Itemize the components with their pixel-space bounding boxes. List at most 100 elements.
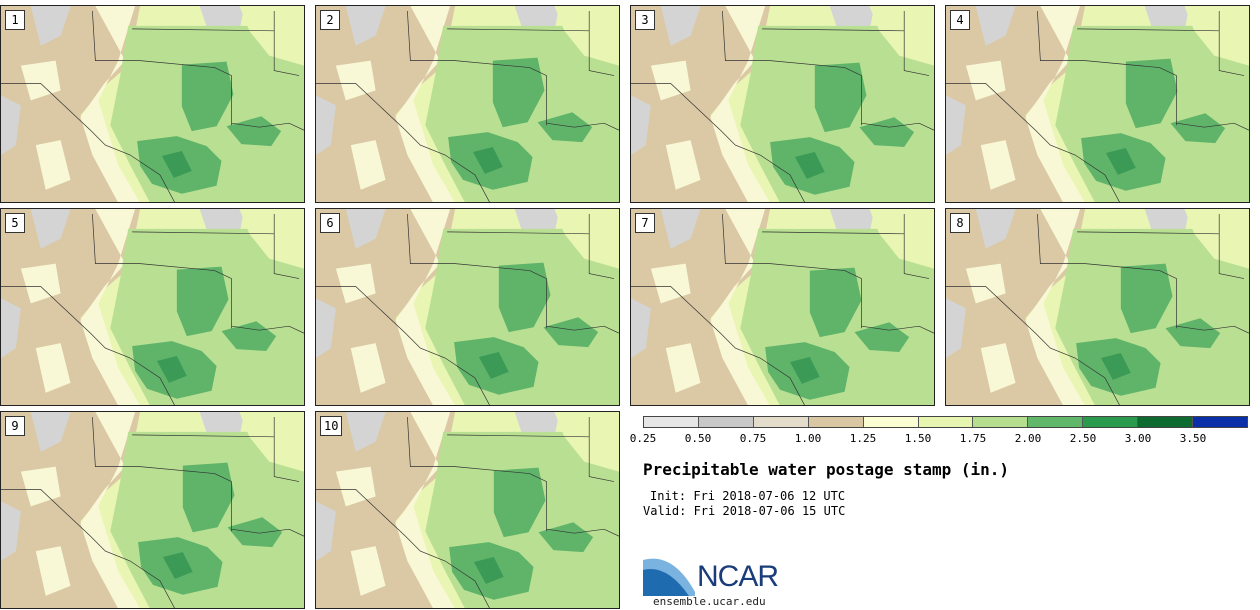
state-border xyxy=(631,83,805,202)
state-border xyxy=(762,213,905,235)
state-border xyxy=(92,213,232,329)
pw-region-cream xyxy=(35,140,71,190)
precip-map-10 xyxy=(316,412,619,608)
pw-region-dry-gray xyxy=(660,6,701,46)
pw-region-dry-gray xyxy=(631,298,651,359)
state-border xyxy=(546,528,619,537)
precip-map-3 xyxy=(631,6,934,202)
pw-region-light-yellow xyxy=(1184,209,1249,269)
state-border xyxy=(316,286,490,405)
logo-swoosh-dark xyxy=(643,569,689,596)
pw-region-dry-gray xyxy=(30,412,71,452)
colorbar-tick-label: 1.50 xyxy=(904,432,932,445)
stamp-number-10: 10 xyxy=(320,416,343,436)
pw-region-dark-green xyxy=(472,147,503,174)
init-time: Init: Fri 2018-07-06 12 UTC xyxy=(650,489,846,503)
pw-region-cream xyxy=(350,140,386,190)
pw-region-green xyxy=(226,116,282,147)
state-border xyxy=(546,325,619,334)
state-border xyxy=(1037,10,1177,126)
pw-region-tan xyxy=(631,209,771,405)
pw-region-tan xyxy=(316,412,456,608)
pw-region-green xyxy=(1170,113,1226,144)
pw-region-light-yellow xyxy=(869,209,934,269)
pw-region-dry-gray xyxy=(345,209,386,249)
pw-region-cream xyxy=(80,6,140,202)
precip-map-7 xyxy=(631,209,934,405)
pw-region-dry-gray xyxy=(1,298,21,359)
colorbar-segment xyxy=(1083,417,1139,427)
state-border xyxy=(273,30,300,76)
pw-region-green xyxy=(543,317,599,348)
state-border xyxy=(231,325,304,334)
pw-region-tan xyxy=(1,6,141,202)
state-border xyxy=(1,286,175,405)
state-border xyxy=(722,10,862,126)
stamp-panel-8: 8 xyxy=(945,208,1250,406)
pw-region-dark-green xyxy=(156,356,187,383)
pw-region-cream xyxy=(80,412,140,608)
stamp-number-9: 9 xyxy=(5,416,25,436)
stamp-panel-1: 1 xyxy=(0,5,305,203)
pw-region-dark-green xyxy=(1105,148,1136,175)
state-border xyxy=(1037,213,1177,329)
state-border xyxy=(231,122,304,131)
map-svg xyxy=(1,412,304,608)
pw-region-dry-gray xyxy=(30,6,71,46)
stamp-panel-6: 6 xyxy=(315,208,620,406)
pw-region-green xyxy=(498,262,551,333)
stamp-panel-10: 10 xyxy=(315,411,620,609)
colorbar-segment xyxy=(753,417,809,427)
colorbar-tick-label: 0.75 xyxy=(739,432,767,445)
pw-region-light-yellow xyxy=(1184,6,1249,66)
state-border xyxy=(861,122,934,131)
pw-region-green xyxy=(181,61,234,132)
map-title: Precipitable water postage stamp (in.) xyxy=(643,460,1010,479)
pw-region-cream xyxy=(1025,6,1085,202)
stamp-panel-9: 9 xyxy=(0,411,305,609)
pw-region-tan xyxy=(946,6,1086,202)
pw-region-light-yellow xyxy=(554,6,619,66)
pw-region-dry-gray xyxy=(316,298,336,359)
pw-region-cream xyxy=(980,343,1016,393)
pw-region-cream xyxy=(80,209,140,405)
colorbar-tick-label: 0.50 xyxy=(684,432,712,445)
pw-region-dry-gray xyxy=(975,6,1016,46)
colorbar-segment xyxy=(973,417,1029,427)
state-border xyxy=(273,436,300,482)
pw-region-cream xyxy=(20,466,61,507)
map-svg xyxy=(631,209,934,405)
state-border xyxy=(316,83,490,202)
state-border xyxy=(132,213,275,235)
colorbar xyxy=(643,416,1248,428)
colorbar-tick-label: 2.50 xyxy=(1069,432,1097,445)
state-border xyxy=(903,233,930,279)
colorbar-tick-label: 0.25 xyxy=(629,432,657,445)
pw-region-green xyxy=(814,62,867,133)
colorbar-segment xyxy=(1028,417,1084,427)
pw-region-tan xyxy=(316,6,456,202)
pw-region-cream xyxy=(965,60,1006,101)
pw-region-cream xyxy=(395,412,455,608)
colorbar-segment xyxy=(808,417,864,427)
pw-region-light-yellow xyxy=(239,209,304,269)
pw-region-cream xyxy=(35,546,71,596)
pw-region-cream xyxy=(35,343,71,393)
stamp-number-2: 2 xyxy=(320,10,340,30)
map-svg xyxy=(316,6,619,202)
precip-map-8 xyxy=(946,209,1249,405)
pw-region-cream xyxy=(335,60,376,101)
state-border xyxy=(1,489,175,608)
colorbar-segment xyxy=(863,417,919,427)
pw-region-cream xyxy=(395,6,455,202)
colorbar-segment xyxy=(1138,417,1194,427)
state-border xyxy=(1176,325,1249,334)
state-border xyxy=(946,83,1120,202)
state-border xyxy=(407,213,547,329)
pw-region-green xyxy=(493,467,546,538)
stamp-panel-4: 4 xyxy=(945,5,1250,203)
state-border xyxy=(588,233,615,279)
pw-region-cream xyxy=(20,60,61,101)
pw-region-green xyxy=(809,267,862,338)
site-url: ensemble.ucar.edu xyxy=(653,595,766,608)
